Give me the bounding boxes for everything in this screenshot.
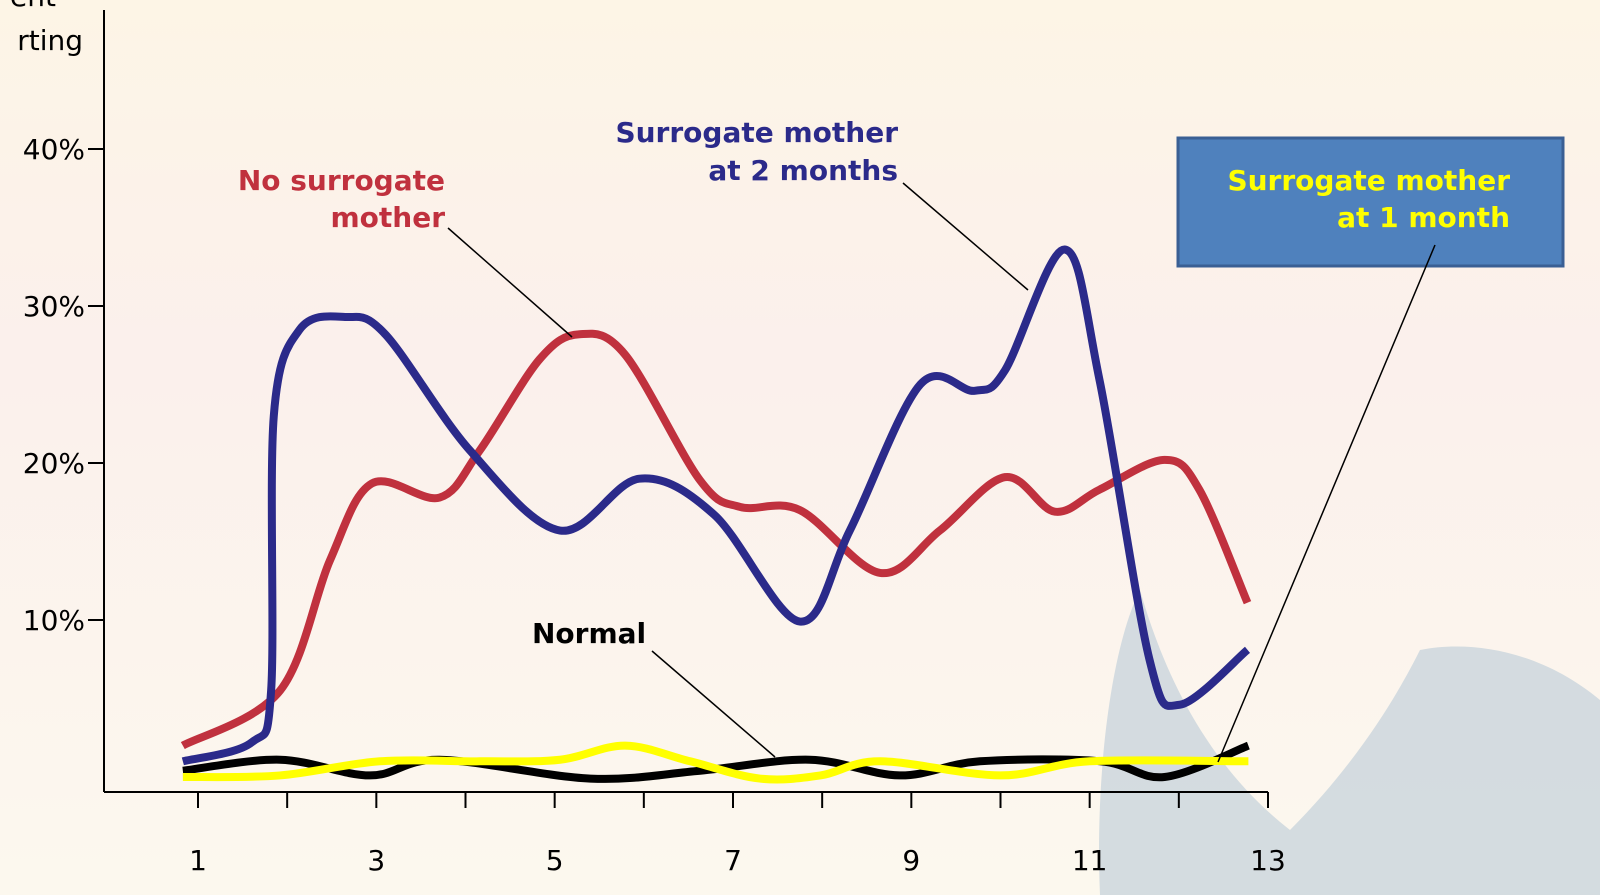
y-tick-label: 30% [23, 290, 85, 323]
x-tick-label: 5 [546, 844, 564, 877]
y-axis-label: rting [17, 24, 83, 57]
y-axis-label: ent [10, 0, 56, 13]
y-tick-label: 40% [23, 133, 85, 166]
x-tick-label: 3 [367, 844, 385, 877]
series-label: Normal [532, 617, 646, 650]
series-group [180, 245, 1252, 784]
annotation-box [1176, 136, 1565, 268]
x-tick-label: 1 [189, 844, 207, 877]
leader-line [447, 227, 573, 338]
series-line [180, 329, 1252, 750]
series-label: Surrogate mother [1227, 164, 1510, 197]
y-tick-label: 10% [23, 604, 85, 637]
x-tick-label: 7 [724, 844, 742, 877]
leader-line [651, 650, 776, 758]
series-line [182, 741, 1249, 784]
x-tick-label: 11 [1072, 844, 1108, 877]
x-tick-label: 13 [1250, 844, 1286, 877]
series-label: No surrogate [238, 164, 445, 197]
series-line [181, 245, 1251, 766]
series-label: Surrogate mother [615, 116, 898, 149]
y-tick-label: 20% [23, 447, 85, 480]
leader-line [1217, 244, 1436, 763]
series-label: mother [330, 201, 445, 234]
series-label: at 1 month [1337, 201, 1510, 234]
series-label: at 2 months [708, 154, 898, 187]
leader-line [902, 182, 1029, 291]
x-tick-label: 9 [902, 844, 920, 877]
watermark [1099, 590, 1600, 895]
